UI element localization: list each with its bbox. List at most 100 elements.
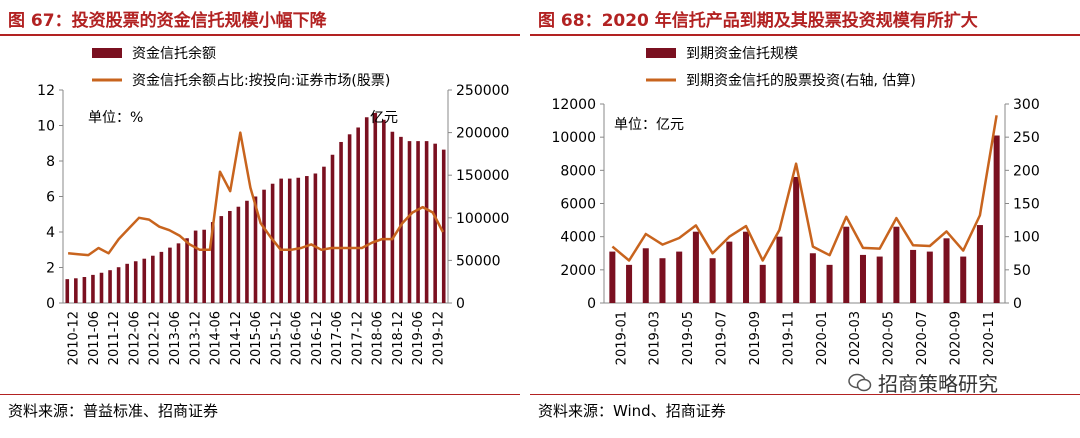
bar [91, 274, 95, 303]
y-tick-label-left: 8 [46, 154, 55, 170]
series-line [611, 115, 998, 262]
legend-bar-swatch [646, 48, 676, 58]
x-tick-label: 2015-12 [269, 311, 284, 365]
unit-label-left: 单位：亿元 [614, 117, 684, 133]
bar [270, 183, 275, 303]
x-tick-label: 2019-03 [648, 311, 663, 365]
bar [296, 177, 301, 303]
unit-label-left: 单位：% [88, 110, 143, 126]
x-tick-label: 2017-12 [350, 311, 365, 365]
legend-line-label: 到期资金信托的股票投资(右轴, 估算) [686, 73, 916, 89]
bar [74, 278, 78, 303]
x-tick-label: 2011-06 [87, 311, 102, 365]
bar [185, 238, 189, 303]
bar [876, 256, 883, 303]
x-tick-label: 2012-12 [148, 311, 163, 365]
y-tick-label-left: 0 [46, 296, 55, 312]
x-tick-label: 2020-09 [948, 311, 963, 365]
y-tick-label-left: 10000 [551, 130, 596, 146]
y-tick-label-left: 10 [37, 119, 55, 135]
chart-right: 0 2000 4000 6000 8000 10000 12000 0 50 100 150 200 2… [551, 46, 1040, 365]
bar [859, 254, 866, 303]
legend-bar-label: 到期资金信托规模 [686, 46, 798, 62]
bar [424, 141, 429, 303]
bar [253, 196, 258, 303]
bar [390, 131, 395, 303]
y-tick-label-left: 2000 [560, 263, 596, 279]
x-tick-label: 2016-12 [310, 311, 325, 365]
x-tick-label: 2018-06 [371, 311, 386, 365]
y-tick-label-right: 150 [1013, 197, 1040, 213]
bar [407, 141, 412, 303]
bar [339, 141, 343, 303]
bar [116, 267, 121, 303]
bar [219, 216, 224, 303]
bar [776, 236, 783, 303]
legend-bar-swatch [92, 48, 122, 58]
chart-title-left: 图 67：投资股票的资金信托规模小幅下降 [8, 11, 327, 31]
y-tick-label-left: 12 [37, 83, 55, 99]
bar [125, 263, 129, 303]
bar [943, 238, 950, 303]
source-rule-right [530, 394, 1080, 395]
bar [910, 249, 917, 303]
x-tick-label: 2019-07 [715, 311, 730, 365]
x-tick-label: 2013-06 [168, 311, 183, 365]
x-tick-label: 2016-06 [290, 311, 305, 365]
bar [692, 231, 699, 303]
y-tick-label-left: 12000 [551, 97, 596, 113]
x-tick-label: 2012-06 [127, 311, 142, 365]
bar [659, 258, 666, 303]
unit-label-right: 亿元 [370, 110, 398, 126]
x-tick-label: 2018-12 [391, 311, 406, 365]
y-tick-label-left: 8000 [560, 163, 596, 179]
bar [99, 272, 104, 303]
x-tick-label: 2020-05 [882, 311, 897, 365]
bar [322, 166, 326, 303]
bar [151, 255, 155, 303]
bar [373, 113, 378, 303]
bar [133, 261, 138, 303]
y-tick-label-right: 100000 [456, 211, 509, 227]
bar [305, 176, 309, 303]
bar [202, 229, 206, 303]
x-tick-label: 2017-06 [330, 311, 345, 365]
y-tick-label-right: 0 [1013, 296, 1022, 312]
x-tick-label: 2019-11 [781, 311, 796, 365]
source-left: 资料来源：普益标准、招商证券 [8, 402, 219, 420]
title-rule-left [0, 34, 520, 36]
bar [382, 119, 386, 303]
bar [416, 141, 420, 303]
bar [236, 206, 241, 303]
x-tick-label: 2019-01 [614, 311, 629, 365]
chart-left: 0 2 4 6 8 10 12 0 50000 100000 150000 200000 250000 2… [37, 45, 509, 365]
x-tick-label: 2019-05 [681, 311, 696, 365]
bar [642, 248, 649, 303]
bar [993, 135, 1000, 303]
left-panel: 图 67：投资股票的资金信托规模小幅下降 0 2 4 6 8 10 12 0 50000 1000… [0, 0, 520, 438]
y-tick-label-left: 4000 [560, 230, 596, 246]
x-tick-label: 2019-12 [431, 311, 446, 365]
bar [228, 210, 232, 303]
x-tick-label: 2013-12 [188, 311, 203, 365]
y-tick-label-right: 200000 [456, 126, 509, 142]
bar [726, 241, 733, 303]
legend-bar-label: 资金信托余额 [132, 45, 216, 62]
x-tick-label: 2011-12 [107, 311, 122, 365]
bar [245, 200, 249, 303]
bar [65, 279, 70, 303]
x-tick-label: 2020-11 [982, 311, 997, 365]
y-tick-label-right: 0 [456, 296, 465, 312]
bar [399, 136, 403, 303]
bar [626, 264, 633, 303]
wechat-icon [848, 373, 872, 391]
bar [108, 270, 112, 303]
x-tick-label: 2014-06 [209, 311, 224, 365]
y-tick-label-right: 100 [1013, 230, 1040, 246]
x-tick-label: 2015-06 [249, 311, 264, 365]
y-tick-label-left: 6 [46, 190, 55, 206]
y-tick-label-left: 0 [587, 296, 596, 312]
x-tick-label: 2020-01 [815, 311, 830, 365]
bar [809, 253, 816, 303]
title-rule-right [530, 34, 1080, 36]
